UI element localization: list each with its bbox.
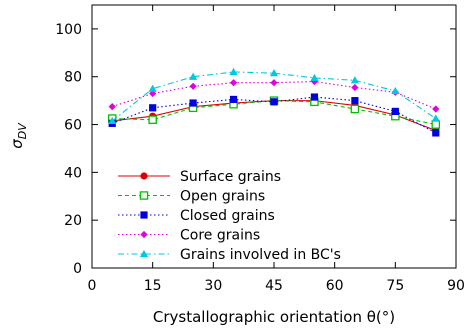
legend-item: Grains involved in BC's — [118, 247, 341, 263]
legend-item: Surface grains — [118, 169, 281, 185]
legend-marker — [140, 172, 148, 180]
y-axis-label-sub: DV — [16, 122, 29, 139]
data-point — [108, 103, 116, 111]
data-point — [148, 115, 157, 125]
x-axis-label: Crystallographic orientation θ(°) — [153, 308, 395, 326]
data-point — [310, 93, 319, 101]
x-tick-label: 45 — [265, 278, 283, 294]
legend-label: Closed grains — [180, 208, 275, 224]
svg-text:σDV: σDV — [8, 122, 29, 149]
x-tick-label: 15 — [144, 278, 162, 294]
y-tick-label: 0 — [73, 261, 82, 277]
data-point — [432, 129, 440, 137]
data-point — [391, 107, 399, 115]
data-point — [189, 99, 197, 107]
legend-item: Core grains — [118, 228, 260, 244]
x-tick-label: 0 — [88, 278, 97, 294]
data-point — [310, 73, 319, 82]
plot-frame — [91, 4, 457, 269]
legend-item: Closed grains — [118, 208, 275, 224]
legend-label: Open grains — [180, 189, 265, 205]
data-point — [189, 82, 197, 90]
data-point — [229, 67, 238, 76]
y-tick-label: 80 — [64, 70, 82, 86]
data-point — [431, 114, 440, 122]
legend-marker — [140, 211, 148, 219]
data-point — [391, 86, 400, 95]
y-tick-label: 40 — [64, 165, 82, 181]
x-tick-label: 60 — [326, 278, 344, 294]
data-point — [270, 79, 278, 87]
legend-marker — [140, 230, 148, 239]
data-point — [350, 104, 360, 114]
legend-marker — [139, 249, 149, 258]
x-tick-label: 90 — [447, 278, 465, 294]
x-tick-label: 75 — [386, 278, 404, 294]
data-point — [229, 95, 238, 104]
data-point — [351, 97, 359, 105]
series-group — [107, 67, 441, 137]
data-point — [432, 105, 440, 113]
y-axis-label-main: σ — [8, 139, 26, 149]
legend-label: Core grains — [180, 228, 260, 244]
data-point — [269, 69, 279, 77]
series-5 — [108, 67, 440, 125]
data-point — [351, 83, 359, 92]
legend-item: Open grains — [118, 189, 265, 205]
data-point — [189, 72, 198, 80]
y-tick-label: 20 — [64, 213, 82, 229]
data-point — [108, 116, 117, 125]
data-point — [350, 76, 359, 84]
y-axis-label: σDV — [8, 122, 29, 149]
legend-label: Surface grains — [180, 169, 281, 185]
data-point — [270, 98, 278, 106]
data-point — [431, 120, 441, 129]
y-tick-label: 60 — [64, 118, 82, 134]
data-point — [148, 84, 157, 92]
legend: Surface grains Open grains Closed grains Co… — [118, 169, 341, 263]
axis-ticks: 0 15 30 45 60 75 90 0 20 40 60 80 100 — [55, 5, 465, 294]
legend-marker — [139, 191, 149, 200]
legend-label: Grains involved in BC's — [180, 247, 341, 263]
series-line — [111, 71, 437, 122]
y-tick-label: 100 — [55, 22, 82, 38]
x-tick-label: 30 — [204, 278, 222, 294]
data-point — [149, 104, 157, 112]
data-point — [229, 79, 238, 87]
